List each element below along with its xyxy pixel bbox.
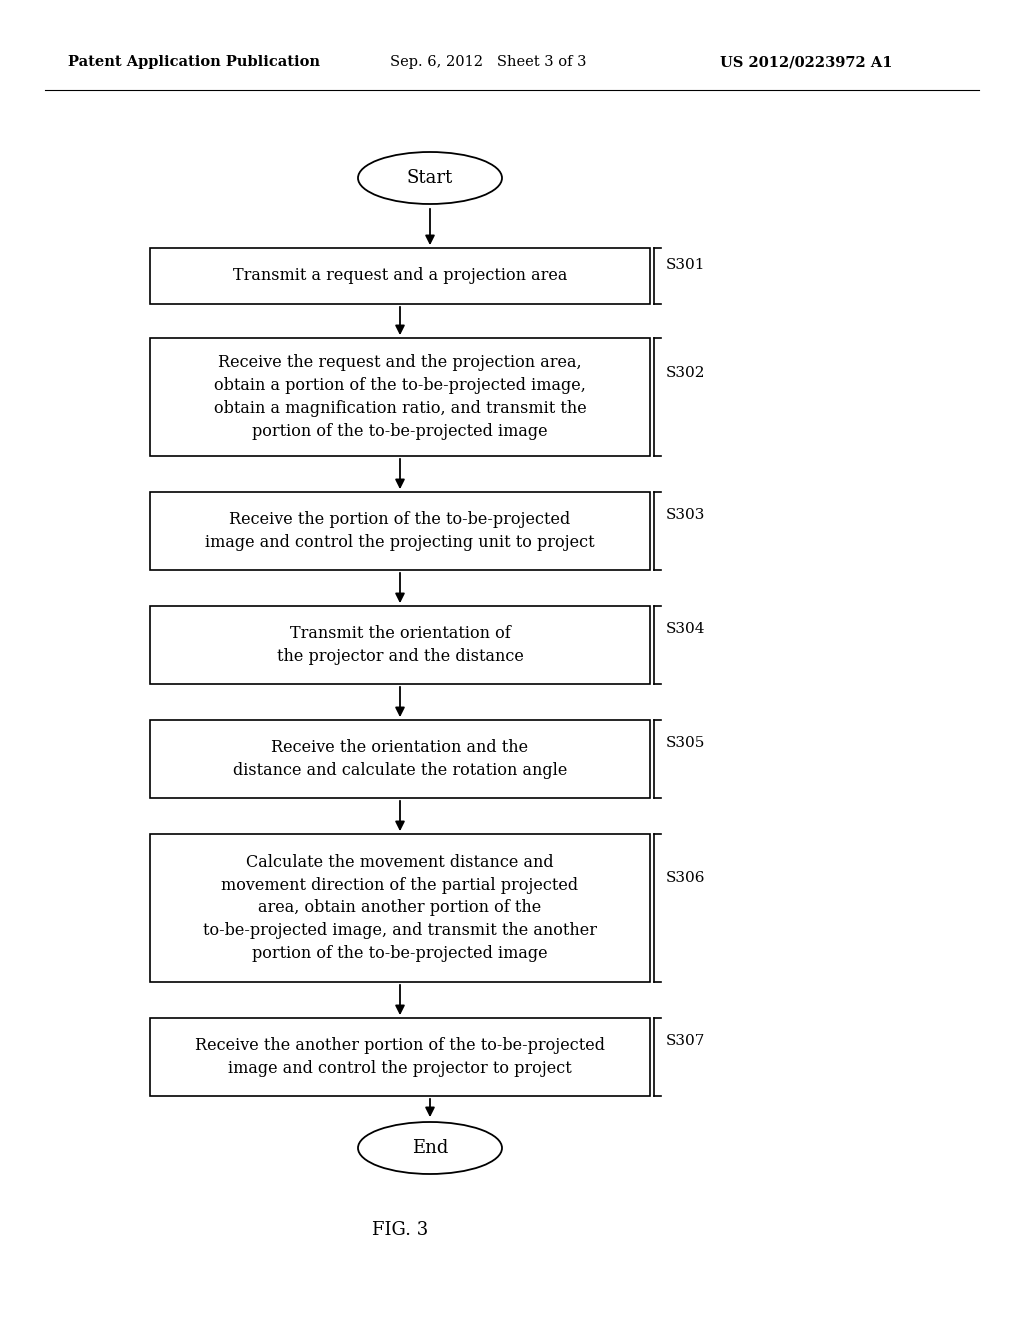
- Bar: [150, 338, 650, 455]
- Text: S304: S304: [666, 623, 706, 636]
- Text: Start: Start: [407, 169, 454, 187]
- Text: Receive the request and the projection area,
obtain a portion of the to-be-proje: Receive the request and the projection a…: [214, 354, 587, 440]
- Text: Receive the another portion of the to-be-projected
image and control the project: Receive the another portion of the to-be…: [195, 1038, 605, 1077]
- Bar: [150, 248, 650, 304]
- Text: Sep. 6, 2012   Sheet 3 of 3: Sep. 6, 2012 Sheet 3 of 3: [390, 55, 587, 69]
- Text: S302: S302: [666, 367, 706, 380]
- Text: End: End: [412, 1139, 449, 1158]
- Bar: [150, 1018, 650, 1096]
- Text: S307: S307: [666, 1035, 706, 1048]
- Text: Transmit a request and a projection area: Transmit a request and a projection area: [232, 268, 567, 285]
- Text: US 2012/0223972 A1: US 2012/0223972 A1: [720, 55, 893, 69]
- Bar: [150, 719, 650, 799]
- Text: Calculate the movement distance and
movement direction of the partial projected
: Calculate the movement distance and move…: [203, 854, 597, 962]
- Text: Receive the portion of the to-be-projected
image and control the projecting unit: Receive the portion of the to-be-project…: [205, 511, 595, 550]
- Text: S305: S305: [666, 737, 706, 750]
- Bar: [150, 606, 650, 684]
- Ellipse shape: [358, 1122, 502, 1173]
- Text: S301: S301: [666, 257, 706, 272]
- Text: FIG. 3: FIG. 3: [372, 1221, 428, 1239]
- Text: S306: S306: [666, 871, 706, 886]
- Bar: [150, 492, 650, 570]
- Text: Patent Application Publication: Patent Application Publication: [68, 55, 319, 69]
- Text: Transmit the orientation of
the projector and the distance: Transmit the orientation of the projecto…: [276, 626, 523, 665]
- Text: Receive the orientation and the
distance and calculate the rotation angle: Receive the orientation and the distance…: [232, 739, 567, 779]
- Bar: [150, 834, 650, 982]
- Text: S303: S303: [666, 508, 706, 523]
- Ellipse shape: [358, 152, 502, 205]
